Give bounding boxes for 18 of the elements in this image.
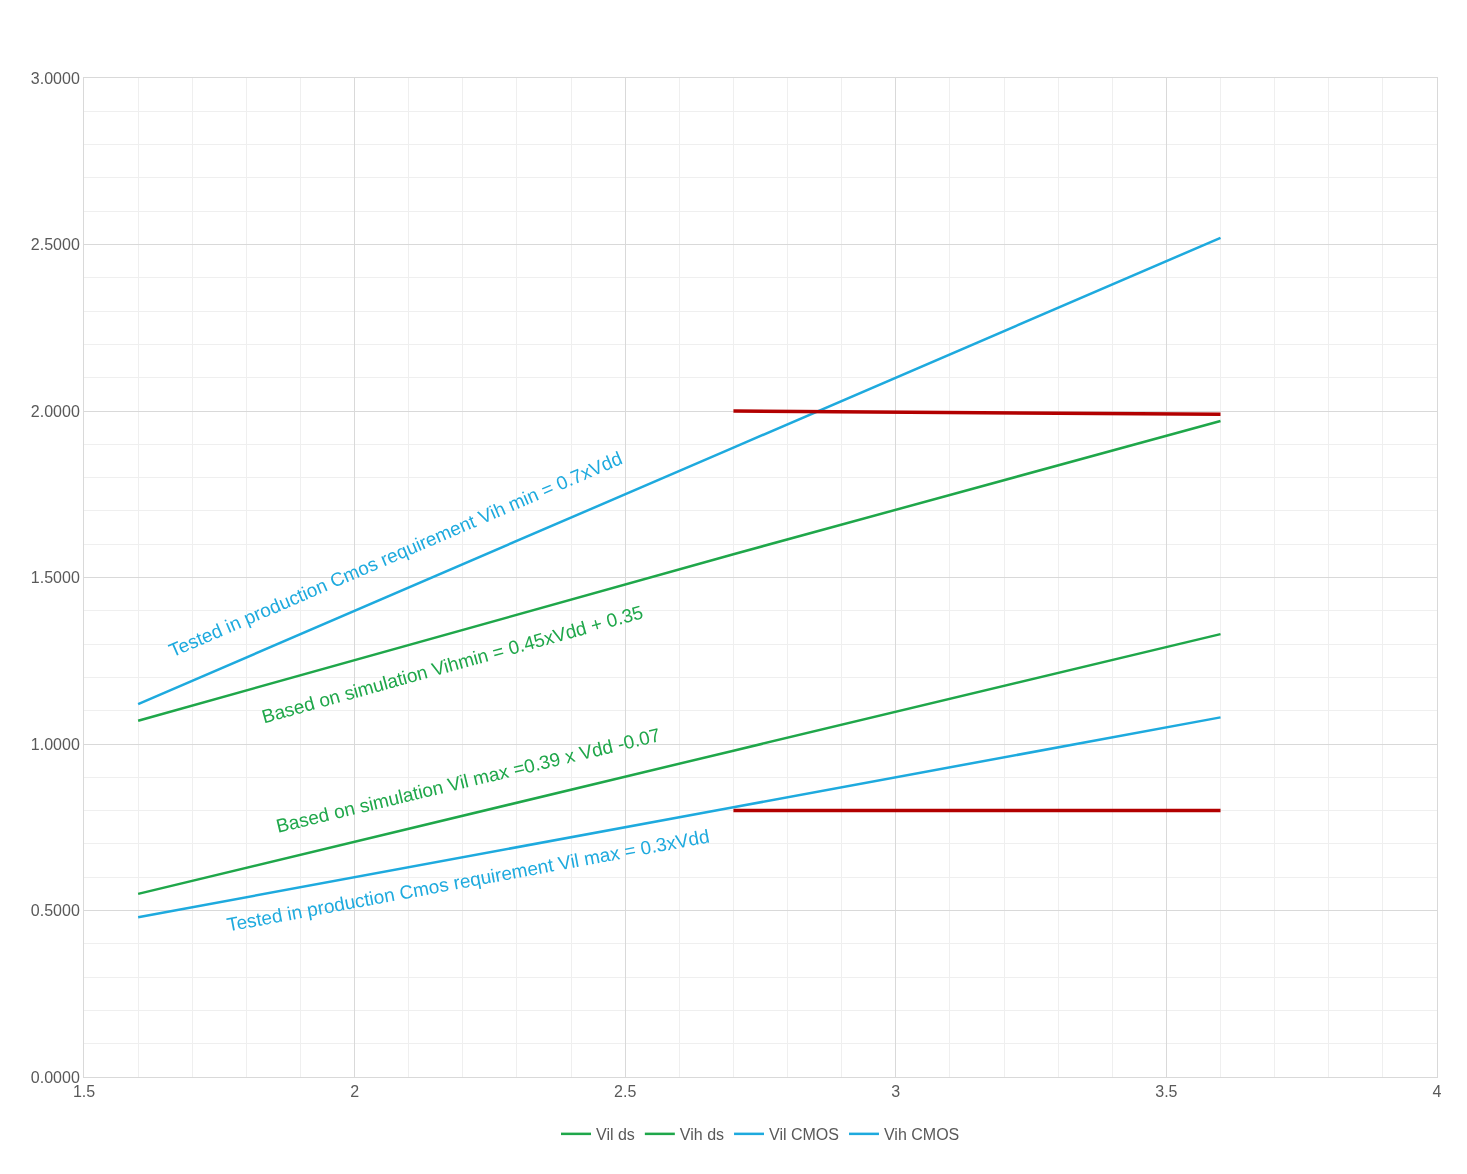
y-tick-label: 1.5000 bbox=[30, 569, 80, 587]
x-tick-label: 3 bbox=[891, 1083, 901, 1101]
annotation: Based on simulation Vil max =0.39 x Vdd -0.07 bbox=[274, 724, 663, 837]
legend-label: Vih CMOS bbox=[883, 1126, 960, 1144]
legend-label: Vil CMOS bbox=[769, 1126, 839, 1144]
legend-label: Vil ds bbox=[596, 1126, 635, 1144]
legend-label: Vih ds bbox=[679, 1126, 725, 1144]
x-tick-label: 4 bbox=[1432, 1083, 1442, 1101]
y-tick-label: 1.0000 bbox=[30, 735, 80, 753]
y-tick-label: 2.0000 bbox=[30, 402, 80, 420]
x-tick-label: 2.5 bbox=[614, 1083, 637, 1101]
x-tick-label: 3.5 bbox=[1155, 1083, 1178, 1101]
y-tick-label: 3.0000 bbox=[30, 69, 80, 87]
x-tick-label: 1.5 bbox=[72, 1083, 96, 1101]
y-tick-label: 0.0000 bbox=[30, 1068, 80, 1086]
x-tick-label: 2 bbox=[350, 1083, 360, 1101]
y-tick-label: 2.5000 bbox=[30, 236, 80, 254]
y-tick-label: 0.5000 bbox=[30, 902, 80, 920]
